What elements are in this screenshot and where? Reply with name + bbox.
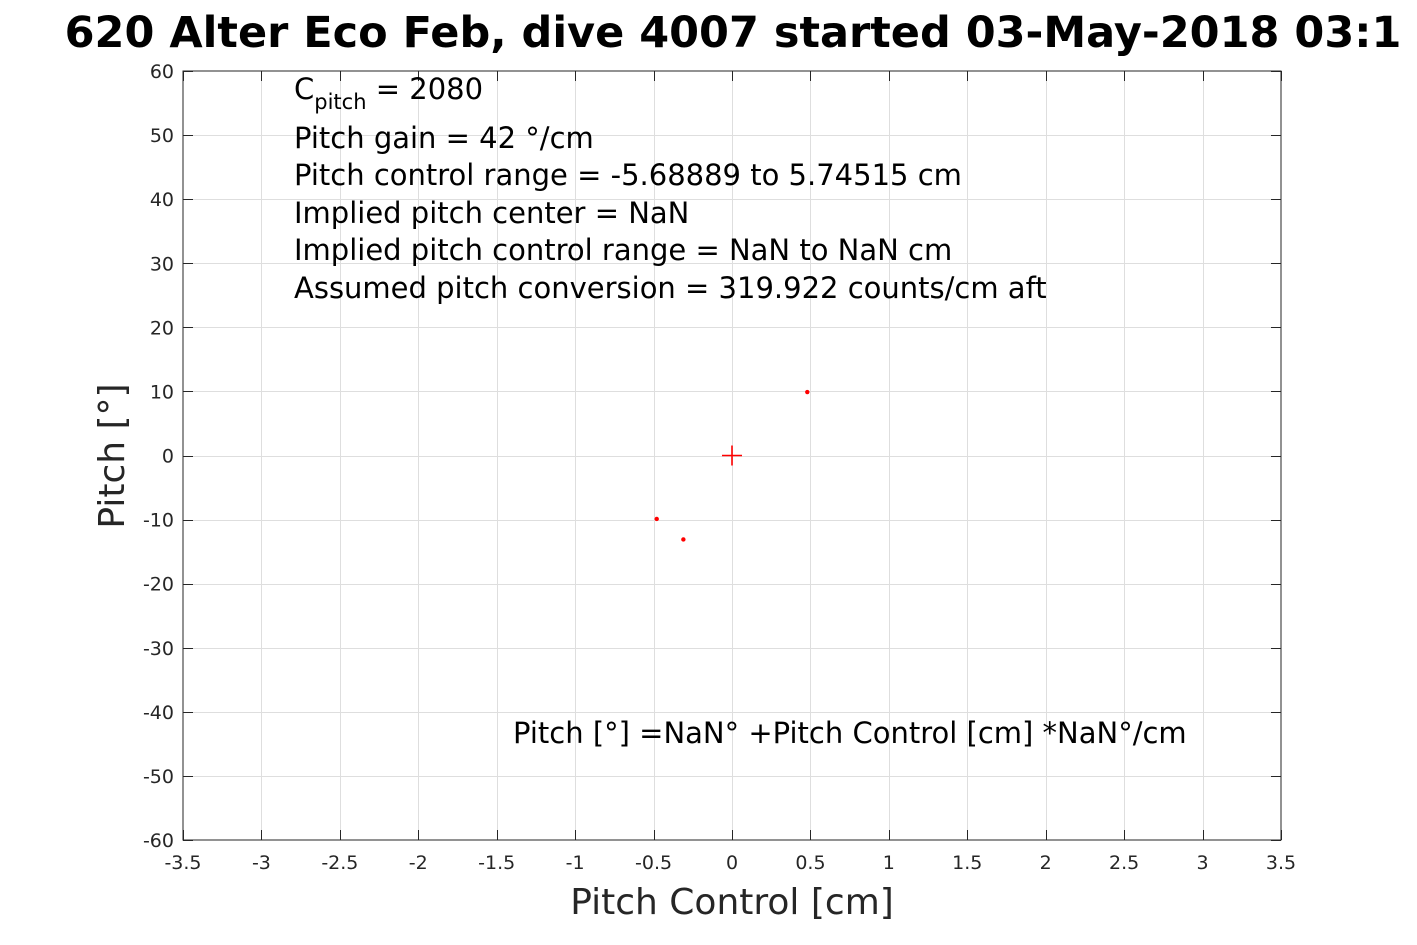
x-tick-label: -1.5	[478, 852, 515, 874]
x-tick-label: -0.5	[635, 852, 672, 874]
y-axis-tick-labels: -60 -50 -40 -30 -20 -10 0 10 20 30 40 50 60	[143, 61, 174, 852]
x-tick-label: 3.5	[1266, 852, 1296, 874]
x-tick-label: 0	[726, 852, 738, 874]
x-tick-label: -3	[252, 852, 271, 874]
y-tick-label: 0	[162, 446, 174, 468]
fit-equation-annotation: Pitch [°] =NaN° +Pitch Control [cm] *NaN…	[513, 716, 1187, 750]
c-pitch-subscript: pitch	[314, 90, 366, 114]
y-tick-label: -60	[143, 830, 174, 852]
chart-title: 620 Alter Eco Feb, dive 4007 started 03-…	[65, 8, 1402, 58]
x-tick-label: 3	[1197, 852, 1209, 874]
y-tick-label: -50	[143, 766, 174, 788]
y-tick-label: 60	[150, 61, 174, 83]
assumed-pitch-conversion-annotation: Assumed pitch conversion = 319.922 count…	[294, 271, 1047, 305]
x-tick-label: 1	[883, 852, 895, 874]
y-tick-label: 30	[150, 253, 174, 275]
implied-pitch-control-range-annotation: Implied pitch control range = NaN to NaN…	[294, 233, 952, 267]
data-point	[805, 389, 810, 395]
y-tick-label: 10	[150, 381, 174, 403]
x-tick-label: -2	[409, 852, 428, 874]
implied-pitch-center-annotation: Implied pitch center = NaN	[294, 196, 689, 230]
x-tick-label: 1.5	[952, 852, 982, 874]
y-tick-label: 20	[150, 317, 174, 339]
x-tick-label: -2.5	[321, 852, 358, 874]
c-pitch-symbol: C	[294, 72, 314, 106]
x-tick-label: 0.5	[795, 852, 825, 874]
x-axis-label: Pitch Control [cm]	[570, 882, 894, 923]
y-tick-label: -30	[143, 638, 174, 660]
x-tick-label: -1	[566, 852, 585, 874]
data-point	[681, 537, 686, 542]
c-pitch-value: = 2080	[367, 72, 484, 106]
x-tick-label: -3.5	[164, 852, 201, 874]
y-tick-label: 50	[150, 125, 174, 147]
y-axis-label: Pitch [°]	[92, 383, 133, 528]
x-tick-label: 2	[1040, 852, 1052, 874]
y-tick-label: -10	[143, 510, 174, 532]
data-marks	[654, 389, 810, 542]
y-tick-label: 40	[150, 189, 174, 211]
pitch-control-range-annotation: Pitch control range = -5.68889 to 5.7451…	[294, 158, 962, 192]
plot-border	[182, 70, 1282, 841]
x-tick-label: 2.5	[1109, 852, 1139, 874]
c-pitch-annotation: Cpitch = 2080	[294, 72, 483, 114]
data-point	[654, 516, 659, 522]
center-marker	[722, 445, 742, 466]
pitch-gain-annotation: Pitch gain = 42 °/cm	[294, 121, 594, 155]
y-tick-label: -20	[143, 574, 174, 596]
x-axis-tick-labels: -3.5 -3 -2.5 -2 -1.5 -1 -0.5 0 0.5 1 1.5 2 2.5 3 3.5	[164, 852, 1296, 874]
y-tick-label: -40	[143, 702, 174, 724]
